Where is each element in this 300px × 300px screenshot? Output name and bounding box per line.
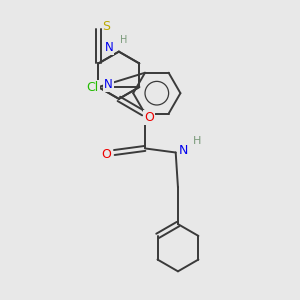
Text: N: N [179, 144, 189, 157]
Text: O: O [101, 148, 111, 161]
Text: H: H [120, 35, 127, 45]
Text: O: O [144, 111, 154, 124]
Text: S: S [103, 20, 111, 33]
Text: N: N [104, 78, 113, 91]
Text: N: N [105, 41, 113, 55]
Text: Cl: Cl [86, 81, 99, 94]
Text: H: H [193, 136, 202, 146]
